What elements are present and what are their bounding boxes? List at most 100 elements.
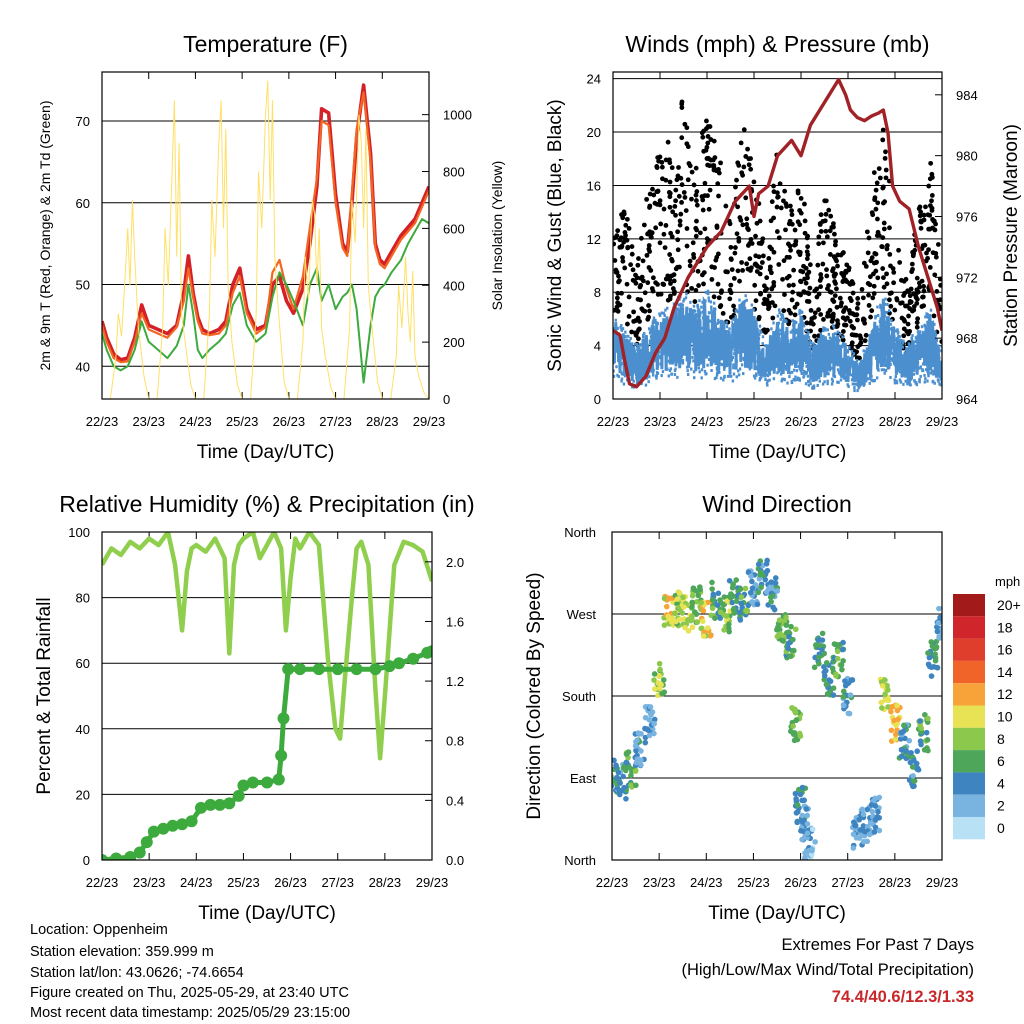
sonic-point	[919, 374, 922, 378]
sonic-point	[844, 378, 848, 382]
direction-point	[852, 822, 859, 829]
direction-point	[633, 747, 639, 754]
gust-point	[684, 226, 690, 231]
direction-point	[656, 660, 663, 667]
direction-point	[709, 579, 715, 586]
gust-point	[731, 276, 737, 281]
y-tick-label: 12	[587, 232, 601, 247]
direction-point	[658, 681, 664, 688]
gust-point	[620, 258, 626, 264]
gust-point	[863, 332, 869, 338]
sonic-point	[686, 373, 690, 377]
sonic-point	[697, 366, 700, 370]
y2-tick-label: 1000	[443, 108, 472, 123]
gust-point	[821, 317, 826, 322]
direction-point	[798, 827, 804, 834]
direction-point	[616, 791, 623, 798]
x-tick-label: 23/23	[132, 414, 165, 429]
direction-point	[707, 632, 714, 639]
sonic-point	[804, 328, 808, 332]
direction-point	[695, 592, 702, 599]
gust-point	[824, 286, 830, 292]
direction-point	[906, 737, 913, 744]
x-tick-label: 29/23	[413, 414, 446, 429]
direction-point	[754, 601, 761, 608]
direction-point	[914, 765, 921, 772]
direction-point	[709, 605, 716, 612]
rh-line	[102, 532, 432, 761]
extremes-title: Extremes For Past 7 Days	[781, 936, 974, 954]
sonic-point	[799, 369, 803, 373]
sonic-point	[691, 355, 694, 359]
sonic-point	[732, 372, 736, 376]
direction-point	[876, 794, 883, 801]
sonic-point	[879, 303, 882, 307]
sonic-point	[785, 319, 788, 323]
sonic-point	[921, 368, 924, 372]
direction-point	[934, 628, 941, 635]
direction-point	[604, 785, 610, 791]
direction-point	[634, 756, 641, 762]
gust-point	[704, 156, 710, 161]
y-tick-label: 100	[68, 525, 90, 540]
gust-point	[933, 254, 939, 260]
direction-point	[663, 603, 670, 610]
sonic-point	[793, 320, 796, 324]
gust-point	[855, 301, 861, 307]
sonic-point	[847, 355, 850, 359]
sonic-point	[776, 314, 780, 318]
gust-point	[915, 316, 921, 322]
sonic-point	[734, 315, 737, 319]
gust-point	[782, 292, 787, 297]
sonic-point	[672, 302, 676, 306]
direction-point	[804, 830, 811, 836]
direction-point	[770, 593, 776, 599]
gust-point	[753, 298, 759, 304]
gust-point	[655, 292, 661, 297]
direction-point	[932, 651, 938, 657]
direction-point	[645, 727, 651, 733]
sonic-point	[868, 381, 871, 385]
sonic-point	[686, 369, 689, 373]
sonic-point	[723, 374, 726, 378]
sonic-point	[740, 363, 744, 367]
gust-point	[820, 240, 826, 246]
gust-point	[718, 303, 724, 308]
gust-point	[694, 218, 699, 224]
direction-point	[809, 847, 815, 854]
gust-point	[679, 182, 685, 188]
sonic-point	[766, 379, 769, 383]
gust-point	[854, 317, 860, 323]
gust-point	[767, 264, 773, 270]
sonic-point	[901, 341, 905, 345]
gust-point	[920, 294, 926, 300]
direction-point	[803, 806, 810, 812]
gust-point	[789, 297, 795, 303]
sonic-point	[846, 383, 849, 387]
y-tick-label: 16	[587, 178, 601, 193]
gust-point	[667, 204, 673, 210]
gust-point	[843, 317, 848, 322]
sonic-point	[710, 308, 713, 312]
gust-point	[884, 281, 890, 287]
precip-point	[232, 789, 245, 802]
precip-point	[204, 798, 217, 811]
gust-point	[780, 276, 785, 282]
legend-label: 16	[997, 642, 1013, 658]
gust-point	[932, 272, 938, 278]
direction-point	[801, 797, 807, 804]
gust-point	[693, 165, 699, 171]
direction-point	[651, 671, 658, 677]
gust-point	[832, 242, 838, 248]
gust-point	[672, 204, 678, 209]
gust-point	[839, 300, 844, 306]
sonic-point	[642, 333, 645, 337]
sonic-point	[750, 303, 754, 307]
x-axis-label: Time (Day/UTC)	[197, 442, 335, 463]
direction-point	[885, 687, 891, 693]
sonic-point	[894, 375, 897, 379]
legend-swatch	[953, 705, 985, 728]
gust-point	[786, 283, 792, 288]
direction-point	[712, 615, 718, 621]
direction-point	[819, 637, 826, 643]
